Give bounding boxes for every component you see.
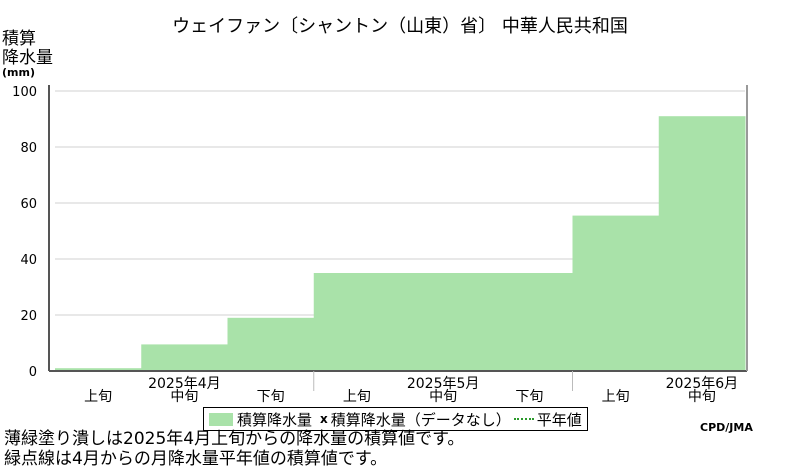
x-tick-label: 下旬 — [257, 389, 285, 405]
chart-title: ウェイファン〔シャントン（山東）省〕 中華人民共和国 — [172, 16, 628, 37]
area-segment — [486, 273, 573, 371]
y-tick-label: 40 — [20, 253, 37, 268]
x-tick-label: 上旬 — [84, 389, 112, 405]
legend-normal-label: 平年値 — [536, 410, 582, 429]
x-tick-label: 上旬 — [343, 389, 371, 405]
y-axis-label-line1: 積算 — [2, 29, 36, 49]
y-tick-label: 20 — [20, 309, 37, 324]
x-tick-label: 上旬 — [602, 389, 630, 405]
area-segment — [313, 273, 401, 371]
legend-swatch-fill — [209, 412, 233, 426]
legend: 積算降水量 x 積算降水量（データなし） 平年値 — [203, 407, 588, 431]
x-month-label: 2025年5月 — [407, 376, 480, 392]
y-tick-label: 60 — [20, 197, 37, 212]
x-tick-label: 下旬 — [515, 389, 543, 405]
y-tick-label: 0 — [29, 365, 37, 380]
area-segment — [658, 116, 746, 371]
y-axis-label-line2: 降水量 — [2, 48, 53, 68]
area-segment — [572, 215, 660, 371]
area-segment — [227, 317, 315, 371]
note-line-2: 緑点線は4月からの月降水量平年値の積算値です。 — [4, 449, 388, 469]
x-tick-label: 中旬 — [429, 389, 457, 405]
source-credit: CPD/JMA — [700, 421, 753, 434]
y-tick-label: 100 — [12, 85, 37, 100]
legend-missing-label: 積算降水量（データなし） — [330, 410, 511, 429]
x-tick-label: 中旬 — [170, 389, 198, 405]
y-axis-label: 積算 降水量 — [2, 30, 53, 68]
y-tick-label: 80 — [20, 141, 37, 156]
axes — [48, 85, 748, 391]
x-tick-label: 中旬 — [688, 389, 716, 405]
data-area — [55, 116, 746, 371]
note-line-1: 薄緑塗り潰しは2025年4月上旬からの降水量の積算値です。 — [4, 429, 465, 449]
x-month-label: 2025年6月 — [666, 376, 739, 392]
area-segment — [55, 368, 142, 371]
area-segment — [400, 273, 487, 371]
x-month-label: 2025年4月 — [148, 376, 221, 392]
area-segment — [141, 344, 228, 371]
legend-normal-line — [513, 418, 534, 420]
legend-missing-mark: x — [320, 412, 328, 426]
y-axis-unit: (mm) — [2, 66, 35, 79]
legend-series-label: 積算降水量 — [237, 410, 313, 429]
